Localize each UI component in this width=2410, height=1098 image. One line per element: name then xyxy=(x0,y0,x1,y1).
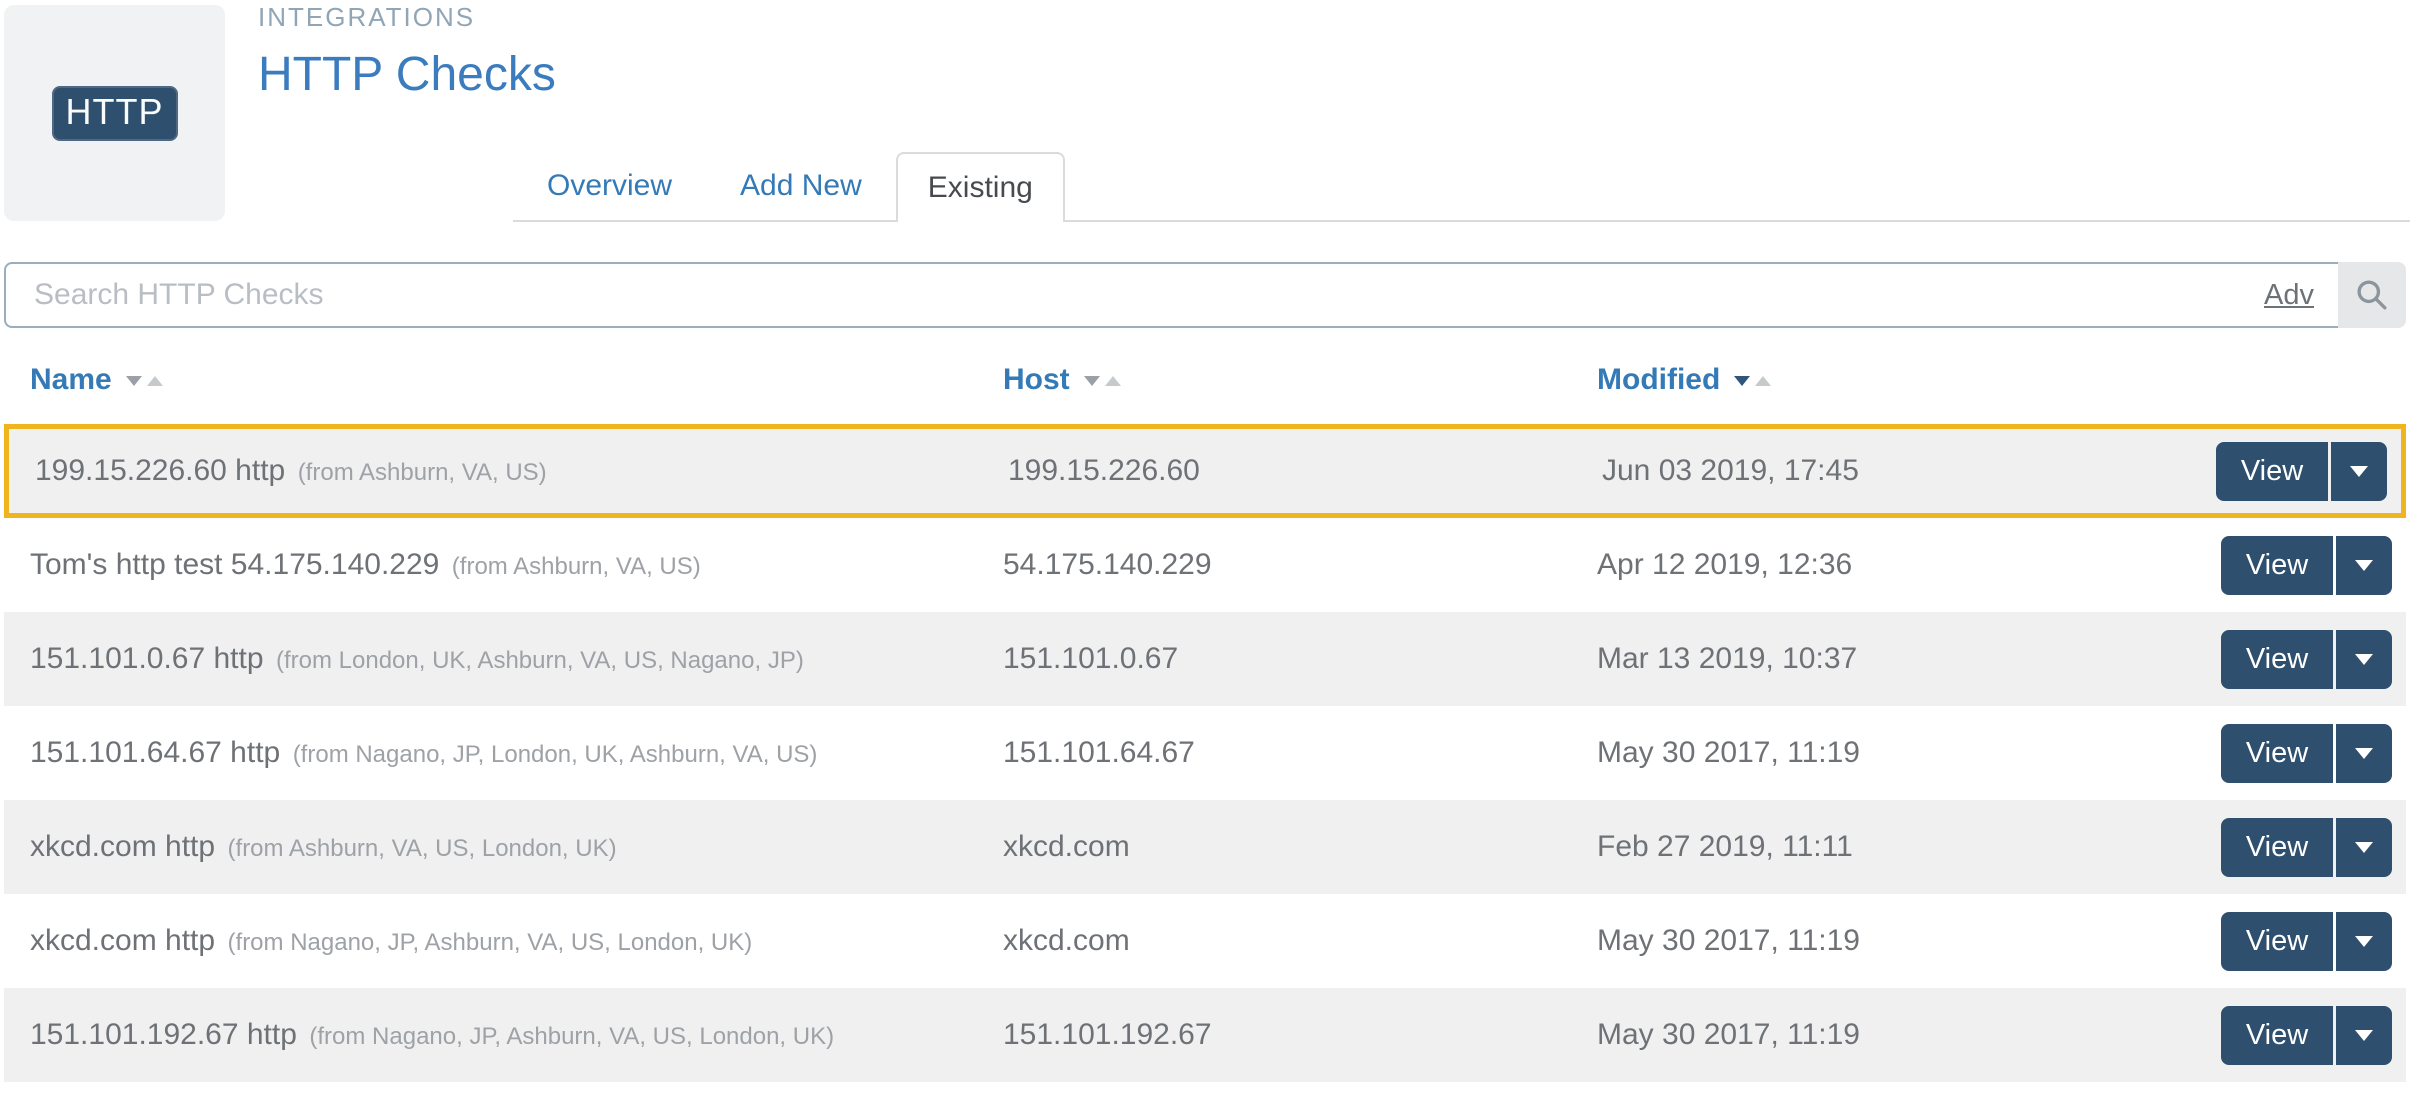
check-host: 54.175.140.229 xyxy=(1003,548,1212,581)
check-name: xkcd.com http xyxy=(30,924,216,957)
table-header-row: Name Host Modified xyxy=(4,328,2406,424)
column-label: Host xyxy=(1003,363,1070,396)
row-actions: View xyxy=(2216,535,2406,595)
sort-arrows-icon xyxy=(1734,376,1772,386)
table-row: xkcd.com http (from Nagano, JP, Ashburn,… xyxy=(4,894,2406,988)
row-actions: View xyxy=(2211,441,2401,501)
search-bar: Adv xyxy=(4,262,2406,328)
column-label: Name xyxy=(30,363,112,396)
check-modified: May 30 2017, 11:19 xyxy=(1597,1018,1860,1051)
table-row: 151.101.64.67 http (from Nagano, JP, Lon… xyxy=(4,706,2406,800)
check-locations: (from Ashburn, VA, US, London, UK) xyxy=(227,835,617,862)
caret-down-icon xyxy=(2355,559,2373,571)
check-name-cell: 151.101.64.67 http (from Nagano, JP, Lon… xyxy=(4,736,1003,770)
check-modified: Apr 12 2019, 12:36 xyxy=(1597,548,1853,581)
check-host: xkcd.com xyxy=(1003,924,1130,957)
check-name: 151.101.192.67 http xyxy=(30,1018,297,1051)
row-actions: View xyxy=(2216,1005,2406,1065)
check-host: 151.101.0.67 xyxy=(1003,642,1179,675)
row-actions: View xyxy=(2216,911,2406,971)
table-row: Tom's http test 54.175.140.229 (from Ash… xyxy=(4,518,2406,612)
view-dropdown-button[interactable] xyxy=(2331,441,2387,501)
view-button[interactable]: View xyxy=(2221,723,2333,783)
column-header-modified[interactable]: Modified xyxy=(1597,363,2216,397)
table-body: 199.15.226.60 http (from Ashburn, VA, US… xyxy=(4,424,2406,1082)
header-text-area: INTEGRATIONS HTTP Checks Overview Add Ne… xyxy=(258,0,2410,222)
caret-down-icon xyxy=(2350,465,2368,477)
check-name-cell: 151.101.0.67 http (from London, UK, Ashb… xyxy=(4,642,1003,676)
view-button[interactable]: View xyxy=(2221,911,2333,971)
check-modified: May 30 2017, 11:19 xyxy=(1597,736,1860,769)
check-name: 199.15.226.60 http xyxy=(35,454,286,487)
page-header: HTTP INTEGRATIONS HTTP Checks Overview A… xyxy=(0,0,2410,222)
check-host: 151.101.192.67 xyxy=(1003,1018,1212,1051)
row-actions: View xyxy=(2216,629,2406,689)
table-row: xkcd.com http (from Ashburn, VA, US, Lon… xyxy=(4,800,2406,894)
checks-table: Name Host Modified 199.15.226.60 http (f… xyxy=(4,328,2406,1082)
check-modified: Feb 27 2019, 11:11 xyxy=(1597,830,1853,863)
view-button[interactable]: View xyxy=(2216,441,2328,501)
check-modified: Jun 03 2019, 17:45 xyxy=(1602,454,1859,487)
sort-arrows-icon xyxy=(125,376,163,386)
http-badge: HTTP xyxy=(51,85,178,141)
view-button[interactable]: View xyxy=(2221,535,2333,595)
row-actions: View xyxy=(2216,723,2406,783)
view-dropdown-button[interactable] xyxy=(2336,629,2392,689)
column-label: Modified xyxy=(1597,363,1721,396)
check-locations: (from Nagano, JP, London, UK, Ashburn, V… xyxy=(292,741,818,768)
sort-arrows-icon xyxy=(1083,376,1121,386)
view-dropdown-button[interactable] xyxy=(2336,535,2392,595)
table-row: 151.101.192.67 http (from Nagano, JP, As… xyxy=(4,988,2406,1082)
caret-down-icon xyxy=(2355,747,2373,759)
check-name-cell: 151.101.192.67 http (from Nagano, JP, As… xyxy=(4,1018,1003,1052)
table-row: 151.101.0.67 http (from London, UK, Ashb… xyxy=(4,612,2406,706)
check-name: Tom's http test 54.175.140.229 xyxy=(30,548,440,581)
check-name-cell: Tom's http test 54.175.140.229 (from Ash… xyxy=(4,548,1003,582)
check-name-cell: 199.15.226.60 http (from Ashburn, VA, US… xyxy=(9,454,1008,488)
column-header-host[interactable]: Host xyxy=(1003,363,1597,397)
check-host: xkcd.com xyxy=(1003,830,1130,863)
breadcrumb: INTEGRATIONS xyxy=(258,2,476,32)
search-field-wrap: Adv xyxy=(4,262,2338,328)
check-name-cell: xkcd.com http (from Ashburn, VA, US, Lon… xyxy=(4,830,1003,864)
tab-existing[interactable]: Existing xyxy=(895,152,1065,222)
check-host: 151.101.64.67 xyxy=(1003,736,1195,769)
view-button[interactable]: View xyxy=(2221,817,2333,877)
table-row: 199.15.226.60 http (from Ashburn, VA, US… xyxy=(4,424,2406,518)
view-dropdown-button[interactable] xyxy=(2336,817,2392,877)
check-locations: (from Nagano, JP, Ashburn, VA, US, Londo… xyxy=(227,929,753,956)
check-modified: May 30 2017, 11:19 xyxy=(1597,924,1860,957)
check-locations: (from Nagano, JP, Ashburn, VA, US, Londo… xyxy=(309,1023,835,1050)
view-dropdown-button[interactable] xyxy=(2336,723,2392,783)
search-icon xyxy=(2357,280,2387,310)
caret-down-icon xyxy=(2355,935,2373,947)
http-integration-logo: HTTP xyxy=(4,5,225,221)
caret-down-icon xyxy=(2355,653,2373,665)
row-actions: View xyxy=(2216,817,2406,877)
tab-bar: Overview Add New Existing xyxy=(513,152,2410,222)
search-input[interactable] xyxy=(6,278,2265,312)
view-dropdown-button[interactable] xyxy=(2336,1005,2392,1065)
check-locations: (from Ashburn, VA, US) xyxy=(451,553,701,580)
check-name: 151.101.64.67 http xyxy=(30,736,281,769)
check-name: xkcd.com http xyxy=(30,830,216,863)
check-name-cell: xkcd.com http (from Nagano, JP, Ashburn,… xyxy=(4,924,1003,958)
advanced-search-link[interactable]: Adv xyxy=(2264,278,2314,311)
search-button[interactable] xyxy=(2338,262,2406,328)
caret-down-icon xyxy=(2355,1029,2373,1041)
tab-overview[interactable]: Overview xyxy=(547,169,673,202)
view-button[interactable]: View xyxy=(2221,1005,2333,1065)
tab-add-new[interactable]: Add New xyxy=(740,169,862,202)
column-header-name[interactable]: Name xyxy=(4,363,1003,397)
check-host: 199.15.226.60 xyxy=(1008,454,1200,487)
check-locations: (from London, UK, Ashburn, VA, US, Nagan… xyxy=(276,647,804,674)
caret-down-icon xyxy=(2355,841,2373,853)
page-title: HTTP Checks xyxy=(258,48,556,101)
view-button[interactable]: View xyxy=(2221,629,2333,689)
check-modified: Mar 13 2019, 10:37 xyxy=(1597,642,1858,675)
view-dropdown-button[interactable] xyxy=(2336,911,2392,971)
check-locations: (from Ashburn, VA, US) xyxy=(297,459,547,486)
check-name: 151.101.0.67 http xyxy=(30,642,264,675)
